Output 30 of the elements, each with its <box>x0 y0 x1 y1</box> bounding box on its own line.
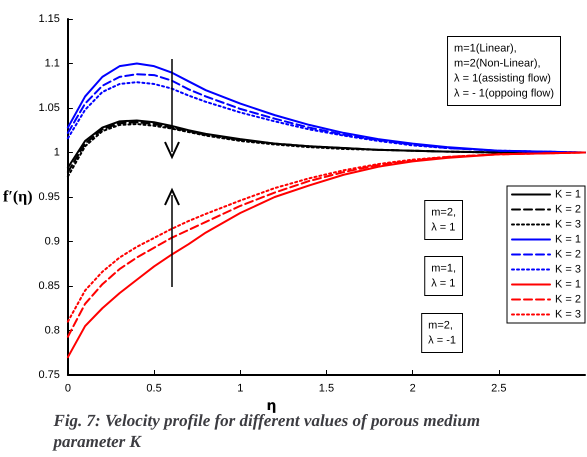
y-tick-label: 0.85 <box>38 280 60 292</box>
x-tick-label: 0.5 <box>146 382 162 394</box>
legend-label: K = 3 <box>555 218 582 230</box>
x-axis-title: η <box>266 398 276 414</box>
y-tick-label: 1.05 <box>38 102 60 114</box>
y-tick-label: 0.8 <box>44 324 60 336</box>
x-tick-label: 1.5 <box>318 382 334 394</box>
legend-label: K = 2 <box>555 294 582 306</box>
annotation: m=2, λ = -1 <box>428 320 456 346</box>
y-tick-label: 1.1 <box>44 58 60 70</box>
x-tick-label: 0 <box>64 382 71 394</box>
y-tick-label: 0.9 <box>44 236 60 248</box>
y-tick-label: 1.15 <box>38 13 60 25</box>
y-tick-label: 0.95 <box>38 191 60 203</box>
legend-label: K = 2 <box>555 248 582 260</box>
legend-label: K = 1 <box>555 234 582 246</box>
legend-label: K = 2 <box>555 204 582 216</box>
legend-label: K = 3 <box>555 264 582 276</box>
annotation: m=1(Linear), m=2(Non-Linear), λ = 1(assisting flow) λ = - 1(oppoing flow) <box>454 42 554 100</box>
annotation: m=1, λ = 1 <box>431 262 456 290</box>
legend-label: K = 3 <box>555 308 582 320</box>
x-tick-label: 2 <box>410 382 416 394</box>
y-tick-label: 0.75 <box>38 369 60 381</box>
x-tick-label: 1 <box>237 382 244 394</box>
legend-label: K = 1 <box>555 188 582 200</box>
annotation: m=2, λ = 1 <box>431 206 456 234</box>
x-tick-label: 2.5 <box>491 382 506 394</box>
y-axis-title: f′(η) <box>2 188 33 206</box>
legend-label: K = 1 <box>555 278 582 290</box>
y-tick-label: 1 <box>54 146 60 158</box>
